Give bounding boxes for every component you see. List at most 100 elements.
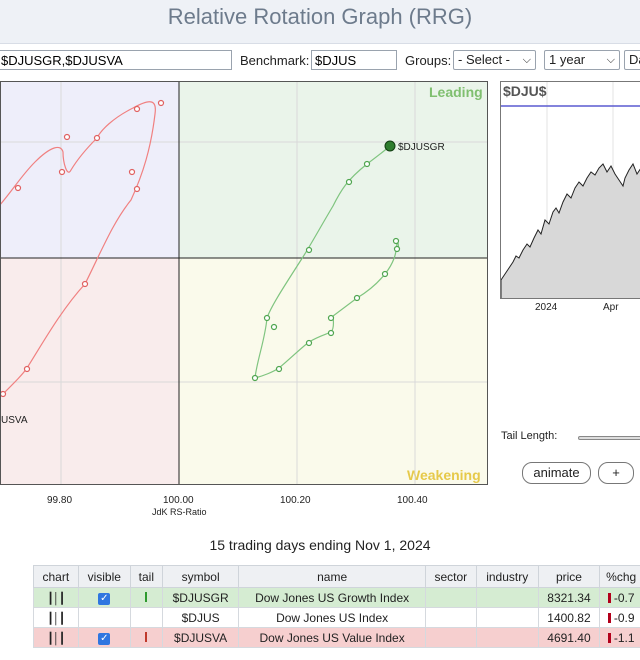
column-header-chart[interactable]: chart bbox=[33, 565, 79, 588]
table-row[interactable]: ┃│┃ ✓ $DJUSVA Dow Jones US Value Index 4… bbox=[33, 627, 640, 648]
column-header-visible[interactable]: visible bbox=[77, 565, 131, 588]
period-caption: 15 trading days ending Nov 1, 2024 bbox=[209, 537, 431, 553]
visible-checkbox[interactable]: ✓ bbox=[98, 633, 111, 645]
x-axis-title: JdK RS-Ratio bbox=[152, 507, 207, 517]
column-header-tail[interactable]: tail bbox=[129, 565, 163, 588]
column-header-symbol[interactable]: symbol bbox=[161, 565, 240, 588]
tail-color-swatch[interactable] bbox=[145, 631, 148, 642]
page-title: Relative Rotation Graph (RRG) bbox=[167, 4, 473, 29]
tail-color-swatch[interactable] bbox=[145, 591, 148, 602]
industry-cell bbox=[475, 627, 539, 648]
groups-select[interactable]: - Select - ⌵ bbox=[453, 50, 536, 70]
value-tail-points bbox=[1, 99, 165, 398]
tail-point bbox=[393, 245, 401, 253]
symbol-cell[interactable]: $DJUSGR bbox=[161, 587, 240, 608]
visible-cell bbox=[77, 607, 131, 628]
tail-point bbox=[128, 168, 136, 176]
table-row[interactable]: ┃│┃ ✓ $DJUSGR Dow Jones US Growth Index … bbox=[33, 587, 640, 608]
benchmark-mini-chart[interactable]: $DJU$ bbox=[500, 81, 640, 299]
groups-label: Groups: bbox=[405, 53, 452, 68]
industry-cell bbox=[475, 587, 539, 608]
tail-point bbox=[251, 374, 259, 382]
plus-button[interactable]: + bbox=[598, 462, 634, 484]
chart-icon-cell[interactable]: ┃│┃ bbox=[33, 607, 79, 628]
column-header-sector[interactable]: sector bbox=[424, 565, 477, 588]
name-cell: Dow Jones US Value Index bbox=[238, 627, 426, 648]
tail-point bbox=[23, 365, 31, 373]
tail-cell[interactable] bbox=[129, 627, 163, 648]
column-header-name[interactable]: name bbox=[238, 565, 426, 588]
tail-point bbox=[14, 184, 22, 192]
tail-point bbox=[58, 168, 66, 176]
table-header-row: chart visible tail symbol name sector in… bbox=[33, 565, 640, 588]
visible-cell[interactable]: ✓ bbox=[77, 587, 131, 608]
column-header-chg[interactable]: %chg bbox=[599, 565, 640, 588]
table-row[interactable]: ┃│┃ $DJUS Dow Jones US Index 1400.82 -0.… bbox=[33, 607, 640, 628]
tail-point bbox=[327, 329, 335, 337]
rrg-plot: $DJUSGR USVA bbox=[1, 82, 487, 484]
benchmark-label: Benchmark: bbox=[240, 53, 310, 68]
tail-point bbox=[133, 105, 141, 113]
frequency-select[interactable]: Da bbox=[624, 50, 640, 70]
tail-point bbox=[353, 294, 361, 302]
mini-chart-x-label: Apr bbox=[603, 302, 619, 313]
chg-bar-icon bbox=[607, 633, 611, 644]
x-tick-label: 99.80 bbox=[47, 495, 73, 506]
tail-point bbox=[93, 134, 101, 142]
symbols-input[interactable] bbox=[0, 50, 232, 70]
tail-point bbox=[345, 178, 353, 186]
chart-icon-cell[interactable]: ┃│┃ bbox=[33, 587, 79, 608]
tail-length-slider[interactable] bbox=[578, 436, 640, 440]
tail-length-label: Tail Length: bbox=[501, 430, 558, 442]
column-header-industry[interactable]: industry bbox=[475, 565, 539, 588]
name-cell: Dow Jones US Growth Index bbox=[238, 587, 426, 608]
candlestick-chart-icon[interactable]: ┃│┃ bbox=[47, 612, 65, 625]
controls-bar: Benchmark: Groups: - Select - ⌵ 1 year ⌵… bbox=[0, 50, 640, 72]
column-header-price[interactable]: price bbox=[537, 565, 601, 588]
mini-chart-x-label: 2024 bbox=[535, 302, 558, 313]
tail-point bbox=[270, 323, 278, 331]
tail-point bbox=[363, 160, 371, 168]
candlestick-chart-icon[interactable]: ┃│┃ bbox=[47, 592, 65, 605]
x-tick-label: 100.00 bbox=[163, 495, 194, 506]
value-tail-line bbox=[1, 101, 156, 395]
chevron-down-icon: ⌵ bbox=[606, 54, 615, 66]
symbol-cell[interactable]: $DJUSVA bbox=[161, 627, 240, 648]
quadrant-label-leading: Leading bbox=[429, 84, 483, 100]
tail-point bbox=[275, 365, 283, 373]
growth-series-label: $DJUSGR bbox=[398, 142, 445, 153]
quadrant-label-weakening: Weakening bbox=[407, 467, 481, 483]
value-series-label: USVA bbox=[1, 415, 28, 426]
price-cell: 4691.40 bbox=[537, 627, 601, 648]
chg-bar-icon bbox=[607, 593, 611, 604]
tail-cell[interactable] bbox=[129, 587, 163, 608]
tail-point bbox=[305, 246, 313, 254]
symbol-cell[interactable]: $DJUS bbox=[161, 607, 240, 628]
tail-point bbox=[63, 133, 71, 141]
chg-cell: -0.7 bbox=[599, 587, 640, 608]
symbols-table: chart visible tail symbol name sector in… bbox=[33, 565, 640, 648]
tail-point bbox=[1, 390, 7, 398]
rrg-chart[interactable]: Leading Weakening bbox=[0, 81, 488, 485]
frequency-selected-value: Da bbox=[629, 52, 640, 67]
chg-value: -0.7 bbox=[613, 590, 635, 605]
mini-chart-title: $DJU$ bbox=[503, 83, 547, 99]
candlestick-chart-icon[interactable]: ┃│┃ bbox=[47, 632, 65, 645]
tail-point bbox=[263, 314, 271, 322]
chg-value: -1.1 bbox=[613, 630, 635, 645]
growth-tail-line bbox=[254, 145, 400, 379]
visible-checkbox[interactable]: ✓ bbox=[98, 593, 111, 605]
animate-button[interactable]: animate bbox=[522, 462, 591, 484]
visible-cell[interactable]: ✓ bbox=[77, 627, 131, 648]
growth-tail-points bbox=[251, 160, 401, 382]
benchmark-input[interactable] bbox=[311, 50, 397, 70]
period-select[interactable]: 1 year ⌵ bbox=[544, 50, 620, 70]
sector-cell bbox=[424, 607, 477, 628]
tail-point bbox=[305, 339, 313, 347]
chg-bar-icon bbox=[607, 613, 611, 624]
price-cell: 1400.82 bbox=[537, 607, 601, 628]
chg-cell: -1.1 bbox=[599, 627, 640, 648]
growth-head-point bbox=[384, 140, 396, 152]
chart-icon-cell[interactable]: ┃│┃ bbox=[33, 627, 79, 648]
chg-value: -0.9 bbox=[613, 610, 635, 625]
